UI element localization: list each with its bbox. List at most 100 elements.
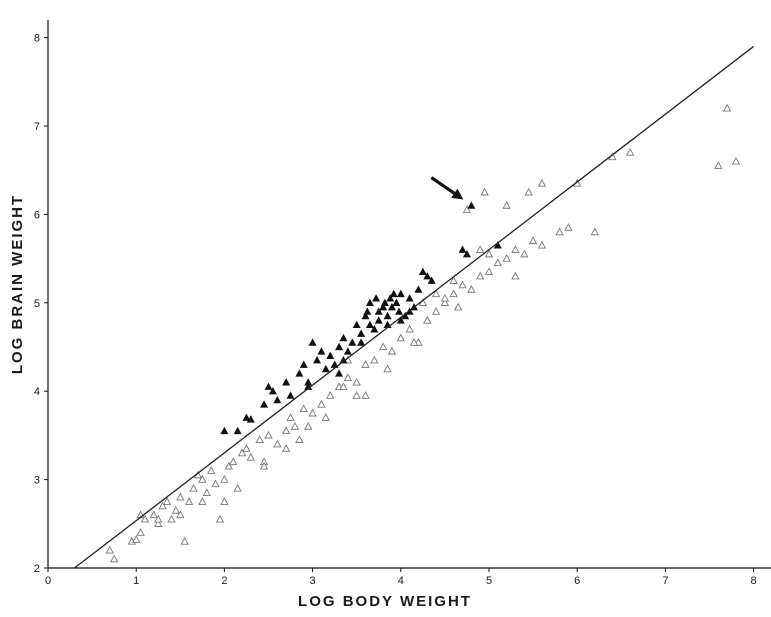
arrow-head xyxy=(451,188,464,200)
regression-line xyxy=(74,45,754,569)
open-triangle-point xyxy=(453,302,463,311)
open-triangle-point xyxy=(180,536,189,545)
filled-triangle-point xyxy=(380,298,389,306)
filled-triangle-point xyxy=(335,369,344,377)
open-triangle-point xyxy=(176,492,185,501)
filled-triangle-point xyxy=(304,378,313,386)
open-triangle-point xyxy=(409,338,419,346)
open-triangle-point xyxy=(184,497,194,505)
filled-triangle-point xyxy=(264,382,273,390)
filled-triangle-point xyxy=(467,201,476,209)
filled-triangle-point xyxy=(233,426,242,435)
x-axis-ticks: 0 1 2 3 4 5 6 7 8 xyxy=(45,568,757,587)
open-triangle-point xyxy=(132,535,141,543)
open-triangle-point xyxy=(352,377,361,386)
open-triangle-point xyxy=(343,373,353,382)
y-tick-label: 8 xyxy=(34,33,40,45)
filled-triangle-point xyxy=(405,294,414,302)
filled-triangle-point xyxy=(273,395,282,404)
open-triangle-point xyxy=(511,245,520,253)
open-triangle-point xyxy=(295,435,304,443)
open-triangle-point xyxy=(154,519,163,527)
x-axis-title: LOG BODY WEIGHT xyxy=(298,593,472,610)
open-triangle-point xyxy=(361,360,370,368)
open-triangle-series xyxy=(105,103,741,563)
open-triangle-point xyxy=(528,236,538,245)
filled-triangle-point xyxy=(414,285,423,293)
open-triangle-point xyxy=(171,505,181,514)
y-axis-title: LOG BRAIN WEIGHT xyxy=(9,194,26,374)
filled-triangle-point xyxy=(392,298,401,306)
open-triangle-point xyxy=(396,333,405,342)
filled-triangle-point xyxy=(321,364,330,373)
open-triangle-point xyxy=(476,271,485,280)
open-triangle-point xyxy=(476,245,485,253)
open-triangle-point xyxy=(484,249,494,258)
open-triangle-point xyxy=(286,413,295,421)
filled-triangle-point xyxy=(339,356,348,364)
filled-triangle-point xyxy=(339,333,348,342)
open-triangle-point xyxy=(198,497,207,505)
open-triangle-point xyxy=(383,364,392,373)
x-tick-label: 0 xyxy=(45,575,51,587)
filled-triangle-point xyxy=(427,276,436,284)
filled-triangle-point xyxy=(282,378,291,386)
open-triangle-point xyxy=(154,514,163,523)
open-triangle-point xyxy=(176,510,185,519)
filled-triangle-point xyxy=(383,311,392,320)
open-triangle-point xyxy=(378,342,388,351)
filled-triangle-point xyxy=(395,307,404,315)
y-tick-label: 4 xyxy=(34,386,40,398)
open-triangle-point xyxy=(224,461,233,470)
filled-triangle-point xyxy=(423,272,432,280)
open-triangle-point xyxy=(431,289,441,298)
open-triangle-point xyxy=(281,444,291,452)
filled-triangle-point xyxy=(242,413,251,421)
open-triangle-point xyxy=(259,461,269,470)
open-triangle-point xyxy=(722,103,732,112)
open-triangle-point xyxy=(480,187,489,196)
open-triangle-point xyxy=(370,355,379,364)
open-triangle-point xyxy=(352,391,361,399)
open-triangle-point xyxy=(281,426,291,435)
open-triangle-point xyxy=(136,528,145,536)
x-tick-label: 8 xyxy=(751,575,757,587)
axes xyxy=(47,19,771,569)
filled-triangle-point xyxy=(396,289,405,298)
filled-triangle-point xyxy=(462,249,471,258)
y-tick-label: 2 xyxy=(34,563,40,575)
open-triangle-point xyxy=(440,298,450,306)
filled-triangle-point xyxy=(387,303,396,311)
open-triangle-point xyxy=(109,554,119,563)
filled-triangle-point xyxy=(348,338,357,346)
filled-triangle-point xyxy=(372,294,381,302)
open-triangle-point xyxy=(290,422,300,430)
open-triangle-point xyxy=(149,510,159,519)
open-triangle-point xyxy=(590,227,600,236)
filled-triangle-point xyxy=(268,387,277,395)
filled-triangle-point xyxy=(357,338,366,346)
open-triangle-point xyxy=(339,382,348,390)
open-triangle-point xyxy=(511,271,520,280)
open-triangle-point xyxy=(273,439,282,448)
open-triangle-point xyxy=(255,435,264,443)
filled-triangle-point xyxy=(374,316,383,324)
y-tick-label: 3 xyxy=(34,475,40,487)
open-triangle-point xyxy=(158,501,167,510)
open-triangle-point xyxy=(449,276,458,284)
filled-triangle-point xyxy=(370,325,379,333)
open-triangle-point xyxy=(493,258,502,267)
filled-triangle-point xyxy=(246,415,255,423)
filled-triangle-point xyxy=(357,329,366,337)
open-triangle-point xyxy=(211,479,220,488)
open-triangle-point xyxy=(714,161,723,169)
filled-triangle-point xyxy=(365,320,374,329)
open-triangle-point xyxy=(502,254,511,262)
open-triangle-point xyxy=(140,514,150,523)
open-triangle-point xyxy=(299,404,308,413)
filled-triangle-point xyxy=(326,351,335,359)
filled-triangle-point xyxy=(335,342,344,351)
open-triangle-point xyxy=(502,201,511,209)
open-triangle-point xyxy=(484,267,494,276)
x-tick-label: 3 xyxy=(310,575,316,587)
